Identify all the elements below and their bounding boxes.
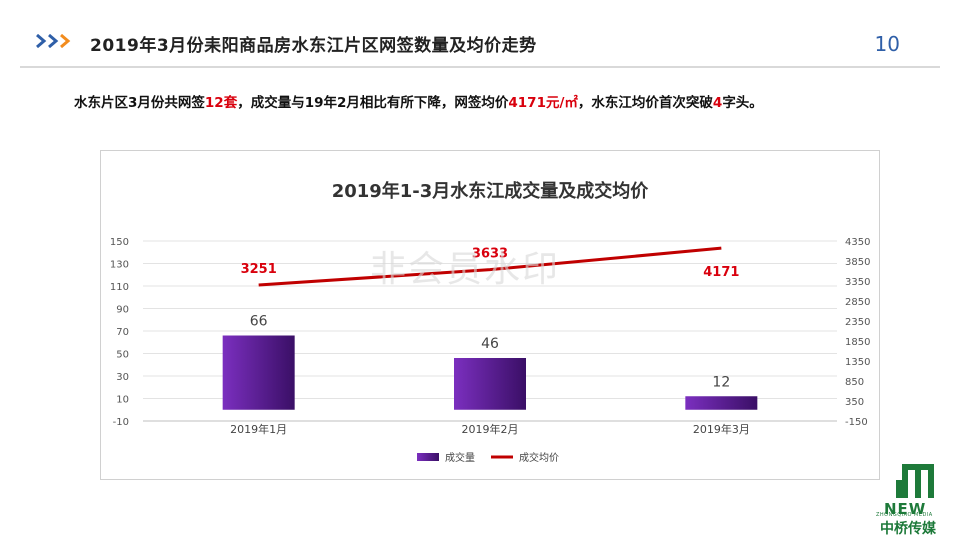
bar-value-label: 46 xyxy=(481,336,499,352)
header-divider xyxy=(20,66,940,68)
y-left-tick-label: 110 xyxy=(110,282,129,293)
summary-text: 水东片区3月份共网签12套，成交量与19年2月相比有所下降，网签均价4171元/… xyxy=(74,91,763,111)
y-left-tick-label: 90 xyxy=(116,305,129,316)
summary-part: 字头。 xyxy=(722,95,763,111)
summary-highlight: 12套 xyxy=(204,95,238,111)
logo-text-sub: ZHONGQIAO MEDIA xyxy=(876,512,933,518)
summary-part: 水东片区3月份共网签 xyxy=(74,95,205,111)
chart-title: 2019年1-3月水东江成交量及成交均价 xyxy=(332,180,650,202)
y-left-tick-label: 70 xyxy=(116,327,129,338)
y-left-tick-label: 30 xyxy=(116,372,129,383)
bar xyxy=(222,335,295,410)
y-left-tick-label: -10 xyxy=(113,417,129,428)
summary-part: ，成交量与19年2月相比有所下降，网签均价 xyxy=(237,95,509,111)
y-right-tick-label: 350 xyxy=(845,397,864,408)
line-value-label: 3251 xyxy=(241,262,277,277)
y-left-tick-label: 10 xyxy=(116,395,129,406)
y-right-tick-label: 3850 xyxy=(845,257,870,268)
y-right-tick-label: 4350 xyxy=(845,237,870,248)
line-value-label: 3633 xyxy=(472,247,508,262)
x-tick-label: 2019年3月 xyxy=(693,422,750,436)
bar-value-label: 66 xyxy=(250,314,268,330)
y-right-tick-label: 850 xyxy=(845,377,864,388)
chart-panel: 2019年1-3月水东江成交量及成交均价 -10 10 30 50 70 90 110 130 1… xyxy=(100,150,880,480)
legend-label: 成交均价 xyxy=(519,451,559,464)
y-left-tick-label: 50 xyxy=(116,350,129,361)
chevron-arrows-icon xyxy=(34,34,71,48)
price-line xyxy=(258,246,722,287)
y-right-tick-label: 1850 xyxy=(845,337,870,348)
x-tick-label: 2019年1月 xyxy=(230,422,287,436)
bar-value-label: 12 xyxy=(712,374,730,390)
page-title: 2019年3月份耒阳商品房水东江片区网签数量及均价走势 xyxy=(90,36,537,56)
y-left-tick-label: 130 xyxy=(110,260,129,271)
y-right-tick-label: -150 xyxy=(845,417,868,428)
line-value-label: 4171 xyxy=(703,265,739,280)
logo-text-cn: 中桥传媒 xyxy=(880,521,936,537)
summary-highlight: 4 xyxy=(712,95,723,111)
logo-text-new: NEW xyxy=(884,500,927,518)
y-right-tick-label: 1350 xyxy=(845,357,870,368)
summary-highlight: 4171元/㎡ xyxy=(508,95,578,111)
zhongqiao-logo-icon xyxy=(896,464,934,498)
y-left-tick-label: 150 xyxy=(110,237,129,248)
summary-part: ，水东江均价首次突破 xyxy=(577,95,713,111)
x-tick-label: 2019年2月 xyxy=(462,422,519,436)
y-right-tick-label: 2350 xyxy=(845,317,870,328)
combo-chart: 2019年1-3月水东江成交量及成交均价 -10 10 30 50 70 90 110 130 1… xyxy=(110,180,871,464)
page-number: 10 xyxy=(874,32,900,56)
bar xyxy=(685,396,758,410)
legend-label: 成交量 xyxy=(445,451,475,464)
watermark: 非会员水印 xyxy=(370,249,561,290)
y-right-tick-label: 3350 xyxy=(845,277,870,288)
legend-swatch-bar xyxy=(417,453,439,461)
y-right-tick-label: 2850 xyxy=(845,297,870,308)
bar xyxy=(454,358,526,410)
